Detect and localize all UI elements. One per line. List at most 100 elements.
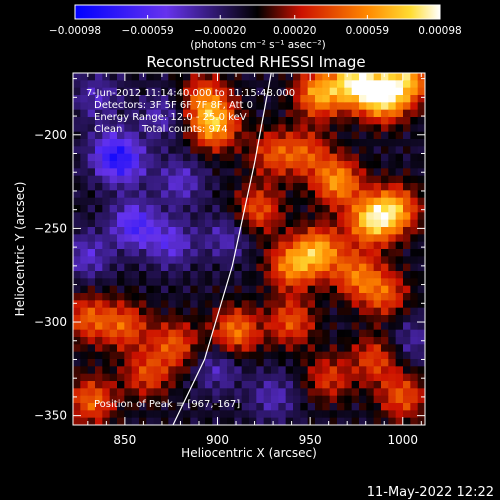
heatmap-cell xyxy=(153,73,162,81)
heatmap-cell xyxy=(153,271,162,279)
heatmap-cell xyxy=(87,278,96,287)
heatmap-cell xyxy=(212,109,221,118)
heatmap-cell xyxy=(337,87,345,96)
heatmap-cell xyxy=(197,307,206,316)
heatmap-cell xyxy=(300,249,309,257)
heatmap-cell xyxy=(168,293,177,301)
heatmap-cell xyxy=(337,307,345,316)
heatmap-cell xyxy=(373,285,382,294)
heatmap-cell xyxy=(219,183,228,191)
heatmap-cell xyxy=(241,139,250,147)
heatmap-cell xyxy=(395,256,404,265)
heatmap-cell xyxy=(175,197,184,206)
heatmap-cell xyxy=(139,102,147,111)
heatmap-cell xyxy=(373,73,382,81)
heatmap-cell xyxy=(139,183,147,191)
heatmap-cell xyxy=(95,293,103,301)
heatmap-cell xyxy=(417,366,425,375)
heatmap-cell xyxy=(285,131,294,140)
heatmap-cell xyxy=(381,109,389,118)
heatmap-cell xyxy=(212,95,221,103)
heatmap-cell xyxy=(80,256,89,265)
heatmap-cell xyxy=(285,381,294,389)
heatmap-cell xyxy=(381,395,389,404)
heatmap-cell xyxy=(293,366,301,375)
heatmap-cell xyxy=(344,300,353,309)
heatmap-cell xyxy=(95,403,103,411)
heatmap-cell xyxy=(285,403,294,411)
heatmap-cell xyxy=(87,373,96,382)
heatmap-cell xyxy=(234,241,243,250)
heatmap-cell xyxy=(146,102,155,111)
heatmap-cell xyxy=(87,256,96,265)
heatmap-cell xyxy=(219,124,228,133)
heatmap-cell xyxy=(205,117,213,125)
heatmap-cell xyxy=(73,212,81,221)
heatmap-cell xyxy=(285,271,294,279)
heatmap-cell xyxy=(219,417,228,425)
heatmap-cell xyxy=(307,205,316,213)
heatmap-cell xyxy=(175,146,184,155)
heatmap-cell xyxy=(212,168,221,177)
heatmap-cell xyxy=(146,373,155,382)
heatmap-cell xyxy=(131,234,140,243)
heatmap-cell xyxy=(256,146,265,155)
heatmap-cell xyxy=(212,124,221,133)
heatmap-cell xyxy=(337,219,345,228)
heatmap-cell xyxy=(322,388,331,397)
heatmap-cell xyxy=(263,168,272,177)
heatmap-cell xyxy=(410,124,419,133)
heatmap-cell xyxy=(366,344,375,353)
heatmap-cell xyxy=(80,344,89,353)
heatmap-cell xyxy=(124,212,133,221)
heatmap-cell xyxy=(329,117,338,125)
heatmap-cell xyxy=(388,241,397,250)
heatmap-cell xyxy=(131,256,140,265)
heatmap-cell xyxy=(146,117,155,125)
heatmap-cell xyxy=(256,197,265,206)
heatmap-cell xyxy=(190,307,199,316)
heatmap-cell xyxy=(417,139,425,147)
heatmap-cell xyxy=(168,131,177,140)
heatmap-cell xyxy=(315,190,323,199)
heatmap-cell xyxy=(139,417,147,425)
heatmap-cell xyxy=(373,197,382,206)
heatmap-cell xyxy=(227,278,235,287)
heatmap-cell xyxy=(256,241,265,250)
heatmap-cell xyxy=(417,153,425,162)
heatmap-cell xyxy=(95,234,103,243)
heatmap-cell xyxy=(329,109,338,118)
heatmap-cell xyxy=(168,146,177,155)
heatmap-cell xyxy=(307,146,316,155)
heatmap-cell xyxy=(109,271,118,279)
heatmap-cell xyxy=(102,410,111,419)
heatmap-cell xyxy=(381,212,389,221)
heatmap-cell xyxy=(124,183,133,191)
heatmap-cell xyxy=(234,131,243,140)
heatmap-cell xyxy=(124,381,133,389)
heatmap-cell xyxy=(161,395,169,404)
heatmap-cell xyxy=(153,146,162,155)
heatmap-cell xyxy=(307,256,316,265)
heatmap-cell xyxy=(197,197,206,206)
heatmap-cell xyxy=(256,373,265,382)
heatmap-cell xyxy=(227,300,235,309)
heatmap-cell xyxy=(263,117,272,125)
heatmap-cell xyxy=(117,403,125,411)
heatmap-cell xyxy=(212,227,221,235)
heatmap-cell xyxy=(117,80,125,89)
heatmap-cell xyxy=(95,410,103,419)
heatmap-cell xyxy=(109,403,118,411)
heatmap-cell xyxy=(227,329,235,338)
heatmap-cell xyxy=(293,263,301,272)
heatmap-cell xyxy=(139,153,147,162)
heatmap-cell xyxy=(249,337,257,345)
heatmap-cell xyxy=(131,205,140,213)
heatmap-cell xyxy=(175,381,184,389)
heatmap-cell xyxy=(241,102,250,111)
heatmap-cell xyxy=(410,183,419,191)
heatmap-cell xyxy=(197,271,206,279)
heatmap-cell xyxy=(256,227,265,235)
heatmap-cell xyxy=(80,337,89,345)
heatmap-cell xyxy=(109,293,118,301)
